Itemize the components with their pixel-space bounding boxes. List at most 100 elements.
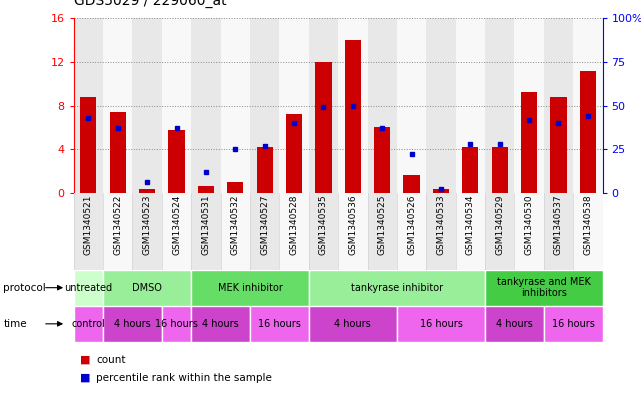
Bar bbox=[309, 18, 338, 193]
Bar bbox=[309, 306, 397, 342]
Text: GSM1340538: GSM1340538 bbox=[583, 195, 592, 255]
Bar bbox=[80, 97, 97, 193]
Text: GSM1340528: GSM1340528 bbox=[290, 195, 299, 255]
Text: GSM1340526: GSM1340526 bbox=[407, 195, 416, 255]
Bar bbox=[221, 18, 250, 193]
Text: GSM1340537: GSM1340537 bbox=[554, 195, 563, 255]
Text: 16 hours: 16 hours bbox=[552, 319, 595, 329]
Bar bbox=[433, 189, 449, 193]
Text: 4 hours: 4 hours bbox=[335, 319, 371, 329]
Bar bbox=[103, 18, 133, 193]
Bar bbox=[250, 18, 279, 193]
Bar bbox=[110, 112, 126, 193]
Text: GSM1340522: GSM1340522 bbox=[113, 195, 122, 255]
Text: ■: ■ bbox=[80, 354, 90, 365]
Bar bbox=[250, 193, 279, 270]
Bar bbox=[544, 193, 573, 270]
Text: 4 hours: 4 hours bbox=[496, 319, 533, 329]
Bar bbox=[256, 147, 273, 193]
Text: ■: ■ bbox=[80, 373, 90, 383]
Bar bbox=[579, 70, 596, 193]
Bar bbox=[521, 92, 537, 193]
Text: time: time bbox=[3, 319, 27, 329]
Bar bbox=[221, 193, 250, 270]
Text: tankyrase inhibitor: tankyrase inhibitor bbox=[351, 283, 443, 293]
Bar bbox=[74, 306, 103, 342]
Bar bbox=[544, 18, 573, 193]
Bar bbox=[367, 193, 397, 270]
Text: 4 hours: 4 hours bbox=[203, 319, 239, 329]
Bar bbox=[345, 40, 361, 193]
Bar bbox=[74, 270, 103, 306]
Text: GSM1340525: GSM1340525 bbox=[378, 195, 387, 255]
Bar bbox=[162, 193, 191, 270]
Bar bbox=[103, 306, 162, 342]
Bar bbox=[573, 18, 603, 193]
Bar bbox=[250, 306, 309, 342]
Bar bbox=[338, 18, 367, 193]
Bar bbox=[374, 127, 390, 193]
Text: GSM1340535: GSM1340535 bbox=[319, 195, 328, 255]
Bar bbox=[403, 175, 420, 193]
Bar bbox=[315, 62, 331, 193]
Bar bbox=[198, 186, 214, 193]
Text: GSM1340523: GSM1340523 bbox=[143, 195, 152, 255]
Bar bbox=[551, 97, 567, 193]
Text: 16 hours: 16 hours bbox=[258, 319, 301, 329]
Bar bbox=[426, 18, 456, 193]
Bar bbox=[103, 270, 191, 306]
Bar bbox=[279, 193, 309, 270]
Text: GSM1340531: GSM1340531 bbox=[201, 195, 210, 255]
Bar bbox=[514, 193, 544, 270]
Text: protocol: protocol bbox=[3, 283, 46, 293]
Bar bbox=[456, 193, 485, 270]
Text: 16 hours: 16 hours bbox=[419, 319, 462, 329]
Bar bbox=[162, 306, 191, 342]
Text: GSM1340533: GSM1340533 bbox=[437, 195, 445, 255]
Bar bbox=[462, 147, 478, 193]
Text: GSM1340521: GSM1340521 bbox=[84, 195, 93, 255]
Text: GSM1340530: GSM1340530 bbox=[524, 195, 533, 255]
Text: MEK inhibitor: MEK inhibitor bbox=[217, 283, 283, 293]
Bar bbox=[397, 306, 485, 342]
Text: tankyrase and MEK
inhibitors: tankyrase and MEK inhibitors bbox=[497, 277, 591, 298]
Text: GSM1340534: GSM1340534 bbox=[466, 195, 475, 255]
Text: GSM1340536: GSM1340536 bbox=[348, 195, 357, 255]
Text: GSM1340527: GSM1340527 bbox=[260, 195, 269, 255]
Bar bbox=[139, 189, 155, 193]
Bar bbox=[397, 18, 426, 193]
Text: percentile rank within the sample: percentile rank within the sample bbox=[96, 373, 272, 383]
Text: GDS5029 / 229060_at: GDS5029 / 229060_at bbox=[74, 0, 226, 8]
Text: DMSO: DMSO bbox=[132, 283, 162, 293]
Bar bbox=[191, 193, 221, 270]
Bar bbox=[309, 270, 485, 306]
Bar bbox=[544, 306, 603, 342]
Bar bbox=[286, 114, 302, 193]
Bar bbox=[573, 193, 603, 270]
Bar bbox=[162, 18, 191, 193]
Bar bbox=[103, 193, 133, 270]
Bar bbox=[74, 18, 103, 193]
Text: GSM1340529: GSM1340529 bbox=[495, 195, 504, 255]
Text: untreated: untreated bbox=[64, 283, 112, 293]
Bar bbox=[485, 306, 544, 342]
Bar bbox=[191, 306, 250, 342]
Bar bbox=[191, 18, 221, 193]
Bar bbox=[169, 130, 185, 193]
Bar bbox=[279, 18, 309, 193]
Bar bbox=[367, 18, 397, 193]
Text: count: count bbox=[96, 354, 126, 365]
Text: GSM1340524: GSM1340524 bbox=[172, 195, 181, 255]
Bar bbox=[456, 18, 485, 193]
Text: 16 hours: 16 hours bbox=[155, 319, 198, 329]
Bar bbox=[485, 18, 514, 193]
Bar bbox=[309, 193, 338, 270]
Bar bbox=[133, 18, 162, 193]
Bar bbox=[133, 193, 162, 270]
Text: 4 hours: 4 hours bbox=[114, 319, 151, 329]
Bar bbox=[227, 182, 244, 193]
Bar bbox=[426, 193, 456, 270]
Text: control: control bbox=[72, 319, 105, 329]
Text: GSM1340532: GSM1340532 bbox=[231, 195, 240, 255]
Bar bbox=[74, 193, 103, 270]
